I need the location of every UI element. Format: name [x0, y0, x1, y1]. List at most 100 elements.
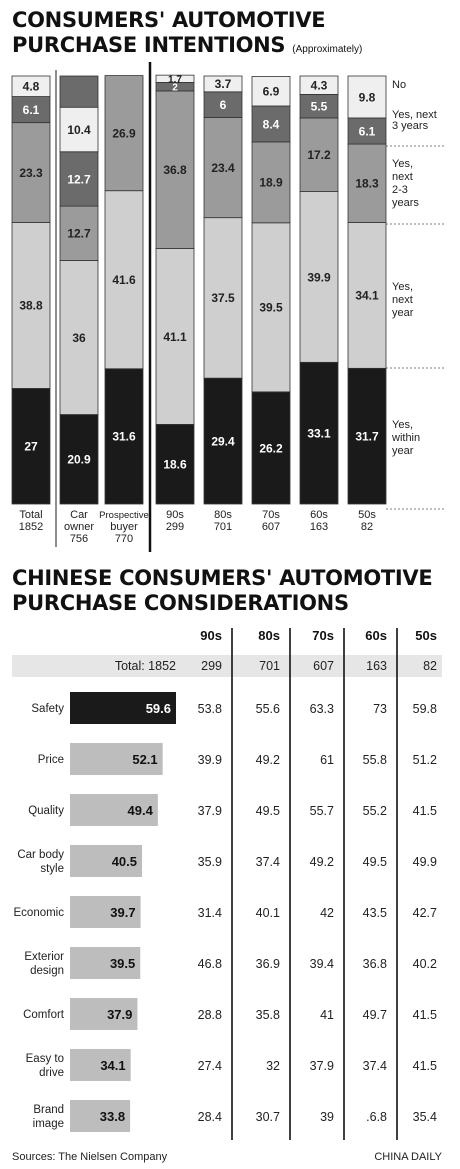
category-label: 1852: [19, 521, 43, 533]
cell-value: 36.8: [363, 957, 387, 971]
data-label: 41.6: [112, 273, 136, 287]
cell-value: 42: [320, 906, 334, 920]
data-label: 31.7: [355, 429, 379, 443]
legend-label: Yes,: [392, 419, 413, 431]
data-label: 18.9: [259, 176, 283, 190]
data-label: 9.8: [359, 90, 376, 104]
chart-title-1: CONSUMERS' AUTOMOTIVE PURCHASE INTENTION…: [12, 8, 362, 62]
category-label: 50s: [358, 509, 376, 521]
bar: [70, 896, 141, 928]
row-label: Economic: [14, 907, 65, 919]
category-label: 60s: [310, 509, 328, 521]
bar-value-label: 34.1: [100, 1058, 125, 1073]
cell-value: .6.8: [366, 1110, 387, 1124]
cell-value: 55.8: [363, 753, 387, 767]
chart-title-2: CHINESE CONSUMERS' AUTOMOTIVE PURCHASE C…: [12, 566, 433, 616]
category-label: 80s: [214, 509, 232, 521]
data-label: 23.3: [19, 166, 43, 180]
row-label: drive: [39, 1067, 64, 1079]
data-label: 4.8: [23, 80, 40, 94]
legend-label: 3 years: [392, 120, 429, 132]
cell-value: 63.3: [310, 702, 334, 716]
data-label: 39.9: [307, 270, 331, 284]
row-label: Car body: [17, 849, 64, 861]
data-label: 37.5: [211, 291, 235, 305]
bar-segment: [347, 75, 387, 119]
category-label: 70s: [262, 509, 280, 521]
bar-segment: [59, 260, 99, 415]
data-label: 4.3: [311, 79, 328, 93]
bar-value-label: 39.7: [110, 905, 135, 920]
bar-segment: [203, 75, 243, 93]
bar-segment: [104, 190, 144, 370]
bar-segment: [203, 217, 243, 379]
cell-value: 27.4: [198, 1059, 222, 1073]
column-header: 90s: [200, 628, 222, 643]
bar-segment: [11, 75, 51, 97]
bar-segment: [299, 75, 339, 95]
cell-value: 35.9: [198, 855, 222, 869]
legend-label: years: [392, 197, 419, 209]
cell-value: 30.7: [256, 1110, 280, 1124]
cell-value: 37.4: [363, 1059, 387, 1073]
data-label: 18.3: [355, 177, 379, 191]
purchase-considerations-table: 90s 80s 70s 60s 50s Total: 1852 299 701 607 163 82…: [12, 628, 442, 1140]
bar: [70, 794, 158, 826]
cell-value: 28.4: [198, 1110, 222, 1124]
column-header: 50s: [415, 628, 437, 643]
cell-value: 49.9: [413, 855, 437, 869]
cell-value: 49.5: [256, 804, 280, 818]
data-label: 6.1: [23, 103, 40, 117]
category-label: Prospective: [99, 510, 149, 521]
row-label: Exterior: [24, 951, 64, 963]
bar-segment: [59, 151, 99, 207]
data-label: 27: [24, 440, 38, 454]
category-label: 82: [361, 521, 373, 533]
legend-label: No: [392, 79, 406, 91]
cell-value: 43.5: [363, 906, 387, 920]
cell-value: 55.2: [363, 804, 387, 818]
data-label: 41.1: [163, 330, 187, 344]
cell-value: 51.2: [413, 753, 437, 767]
legend-label: Yes, next: [392, 109, 437, 121]
category-label: buyer: [110, 521, 138, 533]
chart-title-1-line2-text: PURCHASE INTENTIONS: [12, 33, 286, 57]
data-label: 31.6: [112, 430, 136, 444]
bar-segment: [59, 106, 99, 153]
bar: [70, 947, 141, 979]
bar-segment: [104, 75, 144, 192]
data-label: 39.5: [259, 301, 283, 315]
bar: [70, 743, 163, 775]
data-label: 6: [220, 98, 227, 112]
cell-value: 55.7: [310, 804, 334, 818]
legend-label: Yes,: [392, 281, 413, 293]
data-label: 8.4: [263, 117, 280, 131]
legend-label: year: [392, 445, 414, 457]
totals-value: 163: [366, 659, 387, 673]
bar-segment: [203, 377, 243, 505]
data-label: 12.7: [67, 227, 91, 241]
column-header: 70s: [312, 628, 334, 643]
category-label: 770: [115, 533, 133, 545]
cell-value: 49.7: [363, 1008, 387, 1022]
bar-segment: [11, 96, 51, 124]
chart-title-2-line1: CHINESE CONSUMERS' AUTOMOTIVE: [12, 566, 433, 590]
bar: [70, 1049, 131, 1081]
bar-segment: [155, 423, 195, 505]
bar-segment: [299, 191, 339, 363]
cell-value: 36.9: [256, 957, 280, 971]
bar-value-label: 52.1: [132, 752, 157, 767]
totals-value: 299: [201, 659, 222, 673]
data-label: 36.8: [163, 163, 187, 177]
cell-value: 39: [320, 1110, 334, 1124]
cell-value: 39.4: [310, 957, 334, 971]
row-label: image: [33, 1118, 64, 1130]
row-label: Easy to: [26, 1053, 64, 1065]
cell-value: 49.2: [256, 753, 280, 767]
data-label: 10.4: [67, 123, 91, 137]
bar-segment: [11, 221, 51, 389]
totals-label: Total: 1852: [115, 659, 176, 673]
bar-value-label: 59.6: [146, 701, 171, 716]
data-label: 20.9: [67, 453, 91, 467]
